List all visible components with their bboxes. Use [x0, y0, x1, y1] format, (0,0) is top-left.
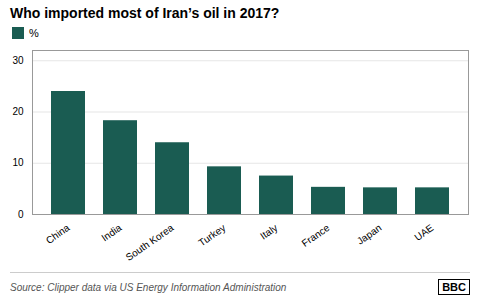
svg-text:Italy: Italy	[258, 222, 279, 242]
svg-text:10: 10	[12, 157, 24, 168]
svg-text:South Korea: South Korea	[124, 222, 176, 263]
svg-text:China: China	[44, 222, 72, 246]
svg-text:20: 20	[12, 106, 24, 117]
svg-text:India: India	[99, 222, 123, 244]
html-text:Who imported most of Iran’s oi: Who imported most of Iran’s oil in 2017?	[10, 5, 280, 21]
svg-text:Japan: Japan	[355, 222, 384, 247]
svg-text:France: France	[300, 222, 332, 249]
svg-text:30: 30	[12, 55, 24, 66]
html-text:BBC: BBC	[442, 281, 466, 293]
svg-text:UAE: UAE	[412, 222, 435, 243]
html-text:Source: Clipper data via US En: Source: Clipper data via US Energy Infor…	[10, 281, 287, 293]
svg-text:0: 0	[18, 209, 24, 220]
svg-text:Turkey: Turkey	[196, 222, 227, 248]
